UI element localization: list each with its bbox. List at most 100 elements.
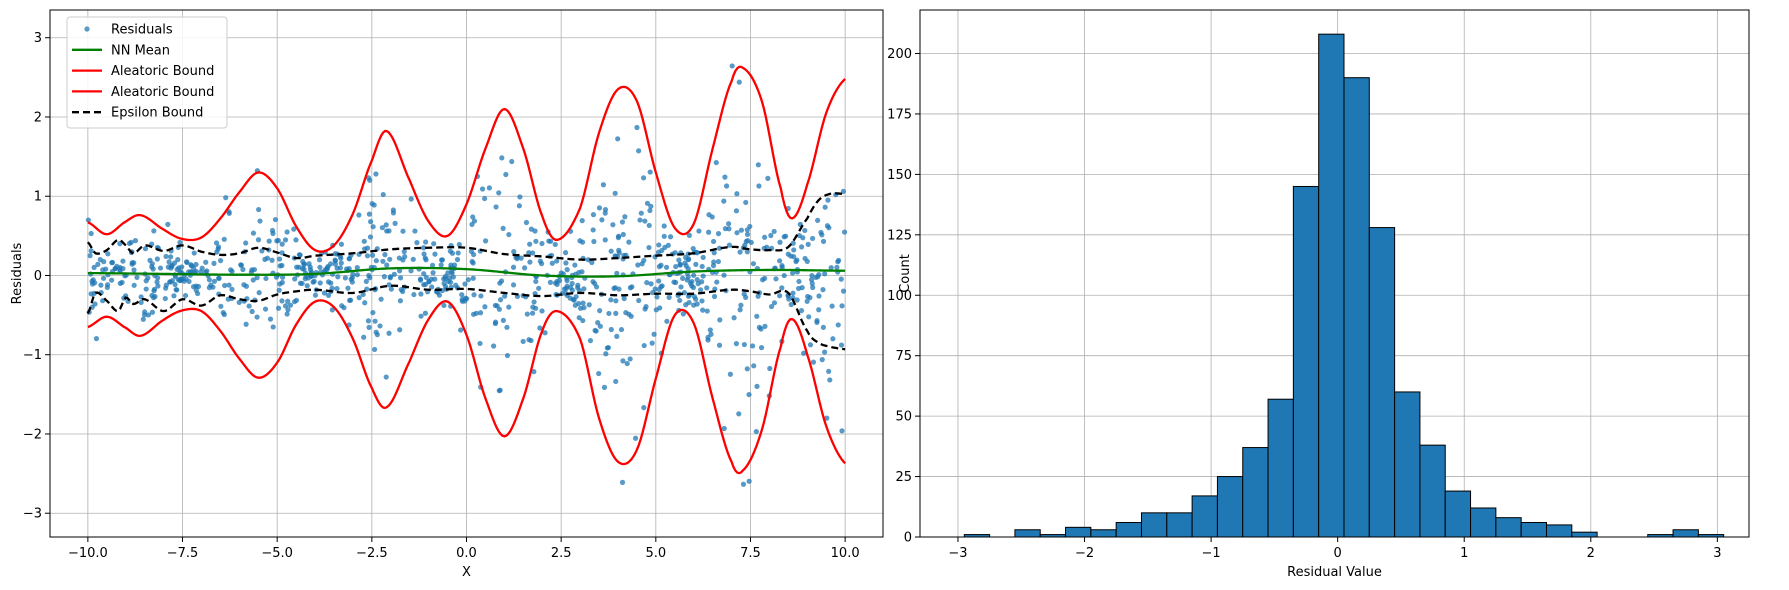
residual-point (708, 331, 714, 337)
residual-point (839, 428, 845, 434)
residual-point (335, 274, 341, 280)
residual-point (109, 277, 115, 283)
residual-point (88, 230, 94, 237)
residual-point (105, 251, 111, 257)
residual-point (636, 148, 642, 154)
residual-point (438, 262, 444, 268)
residual-point (182, 292, 189, 299)
residual-point (381, 274, 387, 280)
residual-point (696, 228, 702, 234)
residual-point (530, 304, 536, 310)
residual-point (109, 259, 116, 266)
residual-point (636, 297, 642, 304)
residual-point (572, 302, 578, 308)
residual-point (746, 478, 752, 484)
residual-point (264, 255, 271, 261)
residual-point (620, 358, 626, 364)
residual-point (482, 304, 488, 310)
residual-point (791, 247, 797, 253)
residual-point (641, 257, 647, 264)
y-tick-label: 25 (895, 470, 912, 485)
residual-point (601, 384, 608, 390)
residual-point (539, 240, 545, 247)
legend-label: NN Mean (111, 43, 170, 58)
residual-point (138, 299, 144, 306)
residual-point (698, 287, 704, 293)
residual-point (246, 303, 252, 309)
residual-point (391, 271, 397, 277)
residual-point (229, 286, 235, 292)
residual-point (430, 270, 436, 276)
residual-point (439, 257, 445, 263)
residual-point (408, 196, 414, 202)
residual-point (563, 260, 569, 266)
residual-point (165, 221, 171, 227)
residual-point (713, 159, 719, 166)
epsilon-bound-lower-line (86, 284, 846, 351)
residual-point (287, 302, 294, 308)
residual-point (816, 271, 822, 278)
residual-point (432, 251, 438, 257)
residual-point (329, 285, 335, 291)
residual-point (619, 479, 626, 485)
residual-point (400, 257, 406, 263)
residual-point (834, 264, 840, 270)
residual-point (293, 297, 300, 303)
residual-point (179, 264, 185, 270)
residual-point (497, 387, 503, 393)
residual-point (667, 234, 674, 240)
residual-point (88, 248, 94, 254)
residual-point (220, 310, 226, 316)
left-xlabel: X (462, 565, 471, 580)
residual-point (579, 218, 585, 224)
residual-point (809, 272, 815, 279)
residual-point (522, 265, 528, 271)
residual-point (255, 237, 262, 243)
residual-point (568, 284, 574, 291)
residual-point (841, 229, 848, 235)
residual-point (683, 302, 689, 308)
residual-point (608, 326, 614, 333)
residual-point (174, 266, 180, 273)
residual-point (257, 218, 263, 224)
residual-point (203, 259, 209, 265)
residual-point (279, 279, 285, 286)
residual-point (822, 349, 828, 355)
residual-point (740, 481, 747, 487)
histogram-bar (1242, 447, 1269, 538)
residual-point (605, 344, 612, 351)
residual-point (354, 265, 360, 271)
y-tick-label: 1 (34, 190, 42, 205)
residual-point (704, 308, 710, 314)
residual-point (654, 294, 660, 300)
y-tick-label: 125 (887, 228, 912, 243)
residual-point (673, 263, 679, 270)
residual-point (542, 330, 548, 336)
residual-point (656, 242, 662, 248)
residual-point (809, 280, 815, 287)
residual-point (820, 324, 826, 330)
histogram-bar (1394, 391, 1421, 538)
residual-point (819, 232, 825, 238)
residual-point (216, 275, 222, 281)
residual-point (126, 240, 133, 247)
residual-point (816, 293, 822, 299)
residual-point (641, 342, 647, 349)
residual-point (236, 299, 242, 306)
residual-point (691, 302, 697, 308)
histogram-bar (1090, 529, 1117, 538)
residual-point (338, 241, 345, 247)
residual-point (465, 277, 471, 283)
residual-point (151, 228, 157, 234)
residual-point (539, 308, 545, 314)
residual-point (626, 239, 632, 245)
residual-point (613, 378, 619, 385)
residual-point (644, 279, 650, 286)
residual-point (733, 208, 740, 214)
nn-mean-line (87, 266, 846, 278)
residual-point (699, 263, 705, 270)
residual-point (773, 276, 779, 282)
residual-point (762, 234, 768, 240)
residual-point (802, 227, 808, 234)
residual-point (751, 363, 757, 369)
